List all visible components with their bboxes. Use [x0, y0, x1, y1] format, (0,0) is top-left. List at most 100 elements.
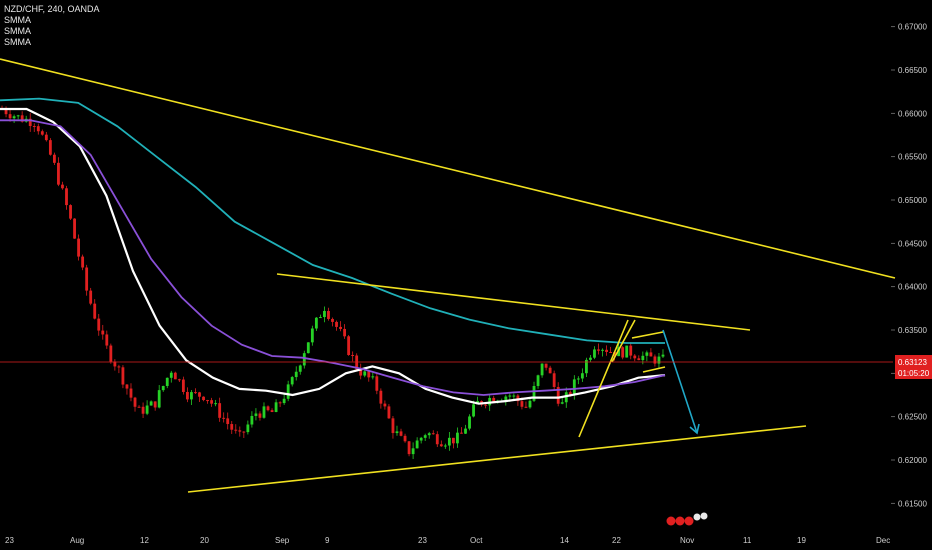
time-tick-label: 14: [560, 536, 569, 545]
candle: [173, 371, 177, 380]
event-icon[interactable]: [693, 513, 701, 521]
smma-line-3[interactable]: [0, 97, 665, 344]
price-tick-label: 0.63500: [898, 326, 927, 335]
candle: [323, 306, 326, 323]
wedge-line-1[interactable]: [578, 319, 629, 438]
candle: [460, 427, 463, 434]
candle: [391, 416, 395, 439]
candle: [298, 364, 302, 375]
candle: [593, 346, 596, 360]
indicator-label-smma-1[interactable]: SMMA: [4, 15, 31, 25]
time-axis[interactable]: 23 Aug 12 20 Sep 9 23 Oct 14 22 Nov 11 19 Dec: [5, 536, 890, 545]
candle: [419, 436, 423, 444]
candle: [198, 391, 201, 403]
price-tick-label: 0.66500: [898, 66, 927, 75]
bar-countdown-label: 01:05:20: [898, 369, 930, 378]
candle: [105, 330, 109, 349]
time-tick-label: 23: [5, 536, 14, 545]
trendlines[interactable]: [0, 58, 896, 493]
candle: [407, 440, 411, 457]
candle: [206, 399, 209, 404]
candle: [274, 399, 278, 413]
candle: [439, 440, 443, 447]
candle: [157, 385, 161, 409]
indicator-label-smma-2[interactable]: SMMA: [4, 26, 31, 36]
smma-lines: [0, 97, 666, 405]
candle: [399, 428, 403, 437]
candle: [367, 370, 371, 382]
candle: [81, 254, 85, 271]
descending-resistance-line[interactable]: [276, 273, 751, 331]
candle: [177, 378, 181, 382]
candle: [552, 370, 556, 391]
candle: [290, 375, 294, 387]
candle: [447, 432, 451, 451]
candle: [411, 442, 415, 460]
candle: [395, 425, 399, 436]
event-icons[interactable]: [666, 512, 708, 526]
long-term-resistance-line[interactable]: [0, 58, 896, 279]
candle: [286, 380, 290, 402]
candle: [540, 363, 544, 378]
candle: [584, 357, 588, 378]
candle: [77, 234, 81, 261]
candle: [101, 324, 105, 340]
ascending-support-line[interactable]: [187, 425, 807, 493]
price-tick-label: 0.62000: [898, 456, 927, 465]
time-tick-label: 9: [325, 536, 330, 545]
candle-series: [0, 105, 665, 460]
smma-line-1[interactable]: [0, 107, 666, 405]
candle: [435, 431, 439, 448]
candle: [210, 397, 214, 407]
candle: [657, 353, 661, 369]
candle: [637, 355, 641, 361]
price-tick-label: 0.64000: [898, 283, 927, 292]
price-tick-label: 0.64500: [898, 239, 927, 248]
symbol-title[interactable]: NZD/CHF, 240, OANDA: [4, 4, 100, 14]
candle: [306, 342, 310, 354]
candle: [621, 346, 625, 360]
price-tick-label: 0.65000: [898, 196, 927, 205]
candle: [230, 421, 234, 434]
candle: [528, 398, 532, 409]
candle: [254, 408, 258, 421]
candle: [282, 394, 286, 405]
candle: [16, 114, 20, 120]
candle: [242, 431, 246, 438]
price-tick-label: 0.65500: [898, 153, 927, 162]
candle: [314, 317, 318, 331]
indicator-label-smma-3[interactable]: SMMA: [4, 37, 31, 47]
candle: [601, 348, 604, 357]
projection-arrow[interactable]: [662, 329, 700, 435]
candle: [359, 363, 363, 380]
event-icon[interactable]: [700, 512, 708, 520]
candle: [28, 113, 32, 132]
price-tick-label: 0.62500: [898, 413, 927, 422]
candle: [387, 404, 391, 419]
candle: [415, 437, 419, 449]
candle: [335, 320, 338, 331]
candle: [605, 345, 608, 356]
candle: [556, 382, 560, 407]
event-icon[interactable]: [675, 516, 685, 526]
candle: [44, 131, 48, 142]
smma-line-2[interactable]: [0, 119, 666, 396]
candle: [250, 411, 254, 428]
candle: [234, 424, 238, 434]
candle: [629, 342, 633, 360]
wedge-line-2[interactable]: [611, 319, 636, 363]
candle: [560, 397, 564, 405]
candle: [544, 363, 548, 371]
price-tick-label: 0.61500: [898, 499, 927, 508]
candle: [194, 388, 197, 394]
candle: [343, 324, 347, 339]
wedge-line-3[interactable]: [631, 331, 664, 339]
chart-legend: NZD/CHF, 240, OANDA SMMA SMMA SMMA: [4, 4, 100, 48]
event-icon[interactable]: [684, 516, 694, 526]
wedge-line-4[interactable]: [642, 366, 666, 373]
candle: [548, 365, 552, 374]
candle: [117, 364, 121, 374]
event-icon[interactable]: [666, 516, 676, 526]
candle: [113, 359, 117, 371]
